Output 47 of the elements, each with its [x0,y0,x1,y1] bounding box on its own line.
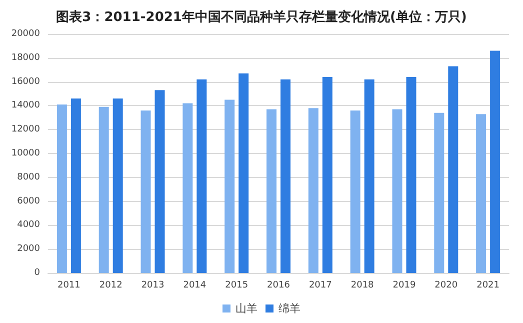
y-tick-label: 12000 [11,124,40,135]
bar [196,79,207,273]
x-tick-label: 2015 [225,280,248,290]
bar [476,114,486,273]
y-tick-label: 4000 [17,220,40,230]
bar [140,110,151,273]
bar [434,112,444,273]
x-tick-label: 2016 [267,280,290,290]
bar [182,103,193,273]
bar [70,98,81,273]
bar [490,50,500,273]
y-tick-label: 20000 [11,29,40,39]
bar [406,77,416,273]
y-tick-label: 18000 [11,52,40,63]
bar [266,109,276,273]
bar [112,98,123,273]
y-tick-label: 8000 [17,172,40,182]
x-tick-label: 2014 [183,280,206,290]
legend-label: 绵羊 [278,302,300,315]
y-tick-label: 0 [34,268,40,278]
bar [154,90,165,273]
y-tick-label: 2000 [17,244,40,254]
x-tick-label: 2012 [99,280,122,290]
x-tick-label: 2013 [141,280,164,290]
bar [280,79,290,273]
x-tick-label: 2019 [392,280,416,290]
x-tick-label: 2017 [308,280,332,290]
bar [308,108,318,273]
bar [448,66,458,273]
y-tick-label: 16000 [11,76,40,87]
bar [322,77,332,273]
bar [224,100,235,273]
bar [392,109,402,273]
x-tick-label: 2018 [350,280,374,290]
x-tick-label: 2011 [58,280,80,290]
bar [238,73,249,273]
bar [56,104,67,273]
x-tick-label: 2020 [434,280,458,290]
y-tick-label: 10000 [11,148,40,158]
bar [98,106,109,273]
y-tick-label: 14000 [11,100,40,111]
bar [364,79,374,273]
chart-title: 图表3：2011-2021年中国不同品种羊只存栏量变化情况(单位：万只) [56,9,467,25]
x-tick-label: 2021 [476,280,500,290]
y-tick-label: 6000 [17,196,40,206]
bar [350,110,360,273]
legend-label: 山羊 [236,302,258,315]
